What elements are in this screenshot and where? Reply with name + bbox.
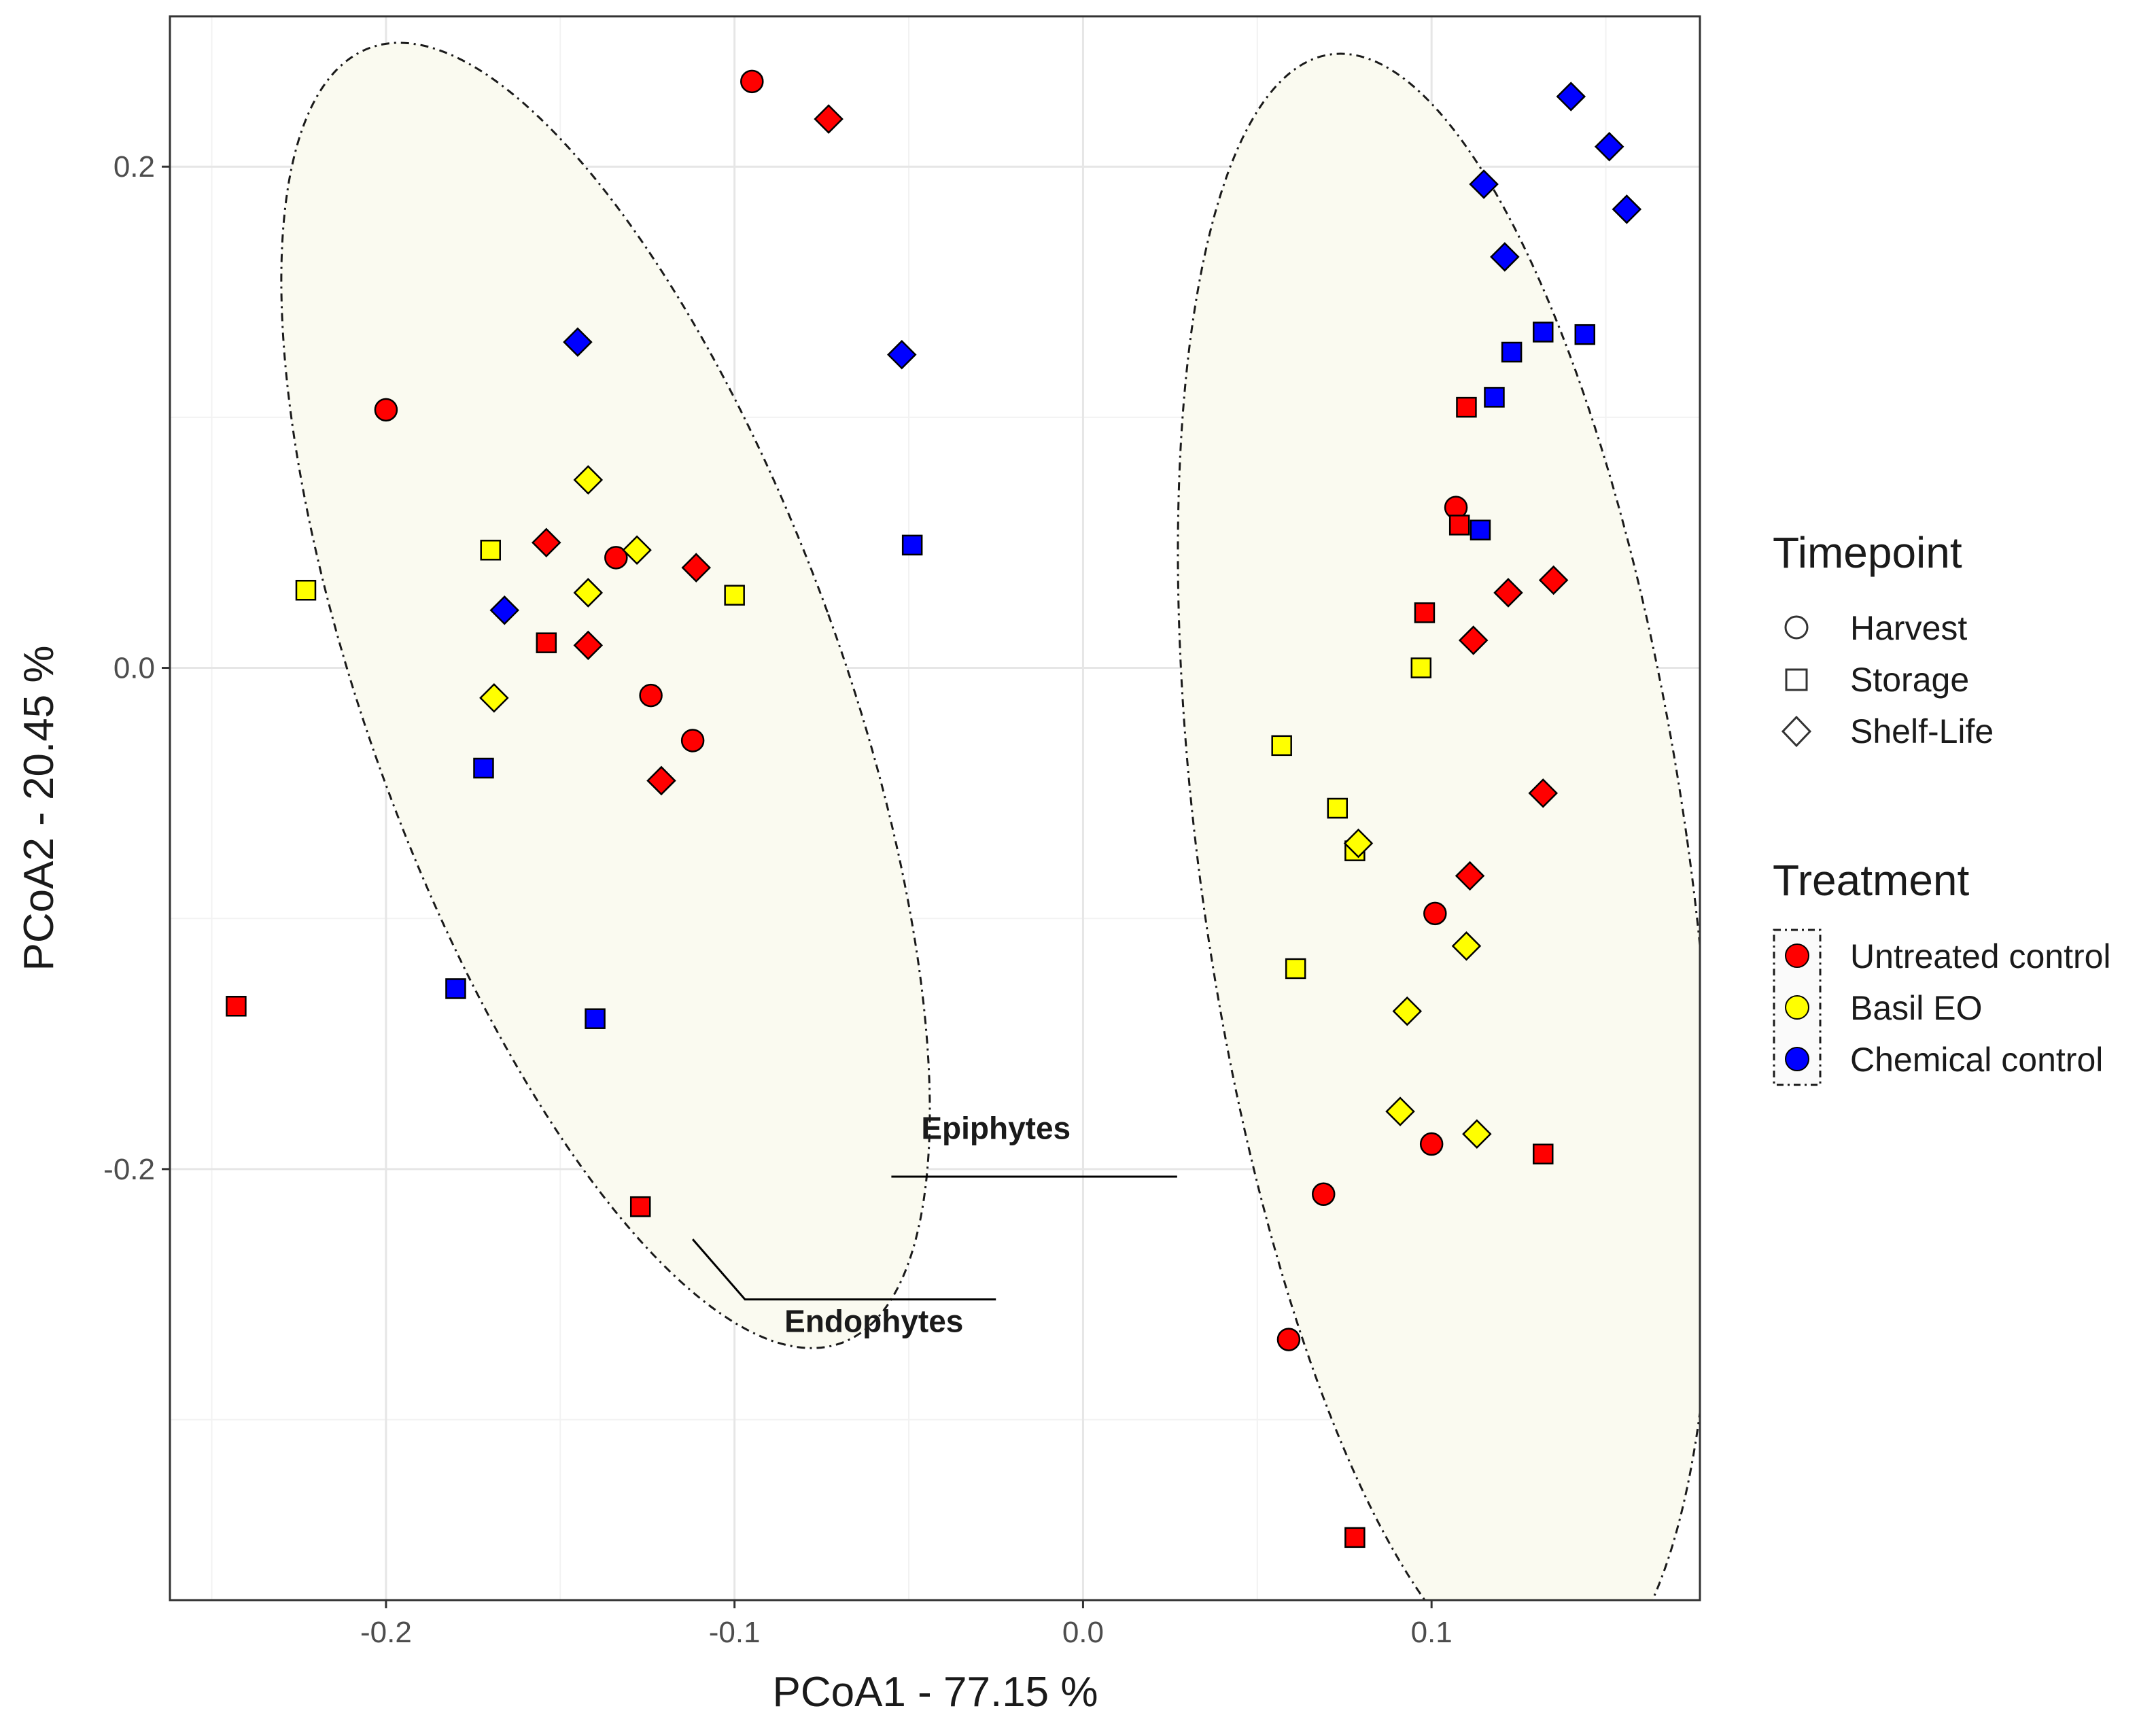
legend-harvest-label: Harvest <box>1850 609 1967 647</box>
legend-storage-label: Storage <box>1850 661 1969 699</box>
chemical-control-storage-point <box>901 534 923 556</box>
plot-panel-border <box>169 15 1701 1601</box>
chemical-control-shelf-life-point <box>887 339 917 370</box>
legend-harvest-circle-icon <box>1784 615 1809 640</box>
legend-chemical-control-label: Chemical control <box>1850 1041 2103 1079</box>
y-axis-ticks: -0.2 0.0 0.2 <box>103 150 170 1186</box>
chemical-control-shelf-life-point <box>1469 169 1499 199</box>
untreated-control-shelf-life-point <box>1528 778 1559 808</box>
x-tick-label: 0.1 <box>1411 1616 1453 1649</box>
untreated-control-shelf-life-point <box>646 765 676 796</box>
legend-treatment: Treatment Untreated control Basil EO Che… <box>1773 856 2111 1086</box>
untreated-control-storage-point <box>629 1196 651 1217</box>
untreated-control-shelf-life-point <box>1493 578 1523 608</box>
untreated-control-harvest-point <box>1423 901 1447 926</box>
untreated-control-harvest-point <box>639 683 663 708</box>
basil-eo-storage-point <box>1327 797 1348 819</box>
x-tick-label: 0.0 <box>1062 1616 1104 1649</box>
legend-chemical-control-dot <box>1785 1047 1809 1071</box>
untreated-control-storage-point <box>1414 602 1436 623</box>
x-axis-title: PCoA1 - 77.15 % <box>772 1669 1098 1716</box>
basil-eo-shelf-life-point <box>1343 828 1374 859</box>
y-axis-title: PCoA2 - 20.45 % <box>16 645 63 971</box>
basil-eo-shelf-life-point <box>573 465 604 495</box>
chemical-control-shelf-life-point <box>1594 131 1624 162</box>
chemical-control-shelf-life-point <box>1612 194 1642 224</box>
legend-basil-eo-dot <box>1785 995 1809 1020</box>
untreated-control-harvest-point <box>604 546 628 570</box>
legend-shelf-life-diamond-icon <box>1781 715 1812 748</box>
cluster-ellipses <box>280 41 1700 1600</box>
chemical-control-storage-point <box>1574 324 1596 345</box>
untreated-control-shelf-life-point <box>1455 861 1485 891</box>
untreated-control-harvest-point <box>680 729 705 752</box>
data-points <box>226 69 1642 1548</box>
epiphytes-label: Epiphytes <box>921 1111 1071 1146</box>
legend-basil-eo-label: Basil EO <box>1850 989 1983 1027</box>
untreated-control-harvest-point <box>1276 1328 1301 1351</box>
untreated-control-shelf-life-point <box>532 527 561 557</box>
legend-storage-square-icon <box>1785 668 1808 691</box>
untreated-control-harvest-point <box>740 69 764 94</box>
epiphytes-ellipse <box>1177 52 1700 1600</box>
legend-timepoint-title: Timepoint <box>1773 528 1962 577</box>
annotations: Endophytes Epiphytes <box>692 1111 1177 1339</box>
x-tick-label: -0.1 <box>709 1616 761 1649</box>
legend-untreated-control-label: Untreated control <box>1850 937 2111 975</box>
basil-eo-shelf-life-point <box>1451 931 1482 961</box>
untreated-control-shelf-life-point <box>814 104 844 134</box>
basil-eo-shelf-life-point <box>622 535 652 566</box>
legend-timepoint: Timepoint Harvest Storage Shelf-Life <box>1773 528 1994 750</box>
basil-eo-shelf-life-point <box>479 683 509 713</box>
untreated-control-storage-point <box>1448 515 1470 536</box>
legend-treatment-title: Treatment <box>1773 856 1970 905</box>
untreated-control-storage-point <box>536 632 557 653</box>
chemical-control-shelf-life-point <box>489 595 520 625</box>
basil-eo-storage-point <box>1285 958 1306 980</box>
y-tick-label: -0.2 <box>103 1153 155 1186</box>
chemical-control-storage-point <box>1501 341 1523 363</box>
untreated-control-shelf-life-point <box>1538 565 1569 595</box>
basil-eo-storage-point <box>295 580 317 601</box>
chemical-control-storage-point <box>585 1008 606 1029</box>
untreated-control-shelf-life-point <box>1458 625 1489 655</box>
y-tick-label: 0.2 <box>114 150 155 184</box>
basil-eo-storage-point <box>724 585 745 606</box>
legend-untreated-control-dot <box>1785 943 1809 968</box>
endophytes-callout-line <box>692 1239 996 1301</box>
endophytes-ellipse <box>280 41 931 1349</box>
basil-eo-shelf-life-point <box>1385 1096 1415 1126</box>
endophytes-label: Endophytes <box>784 1304 963 1339</box>
untreated-control-harvest-point <box>1311 1182 1336 1207</box>
basil-eo-shelf-life-point <box>1392 996 1423 1026</box>
untreated-control-storage-point <box>1456 396 1477 418</box>
untreated-control-shelf-life-point <box>681 553 712 583</box>
basil-eo-shelf-life-point <box>573 578 604 608</box>
basil-eo-storage-point <box>1271 735 1292 757</box>
untreated-control-shelf-life-point <box>573 630 604 661</box>
y-tick-label: 0.0 <box>114 652 155 685</box>
chemical-control-storage-point <box>473 757 494 779</box>
untreated-control-storage-point <box>1344 1527 1366 1548</box>
untreated-control-storage-point <box>226 996 247 1017</box>
basil-eo-storage-point <box>480 540 501 561</box>
chemical-control-storage-point <box>445 978 466 999</box>
chemical-control-shelf-life-point <box>1556 82 1586 111</box>
basil-eo-shelf-life-point <box>1462 1119 1492 1149</box>
legend-shelf-life-label: Shelf-Life <box>1850 712 1994 750</box>
x-axis-ticks: -0.2 -0.1 0.0 0.1 <box>360 1600 1453 1649</box>
x-tick-label: -0.2 <box>360 1616 412 1649</box>
chemical-control-shelf-life-point <box>563 327 593 358</box>
chemical-control-storage-point <box>1470 519 1491 541</box>
basil-eo-storage-point <box>1410 657 1432 678</box>
chemical-control-storage-point <box>1484 387 1505 408</box>
untreated-control-harvest-point <box>1419 1132 1444 1156</box>
chemical-control-shelf-life-point <box>1490 242 1520 272</box>
chemical-control-storage-point <box>1533 322 1554 343</box>
untreated-control-harvest-point <box>374 398 398 422</box>
untreated-control-storage-point <box>1533 1143 1554 1165</box>
